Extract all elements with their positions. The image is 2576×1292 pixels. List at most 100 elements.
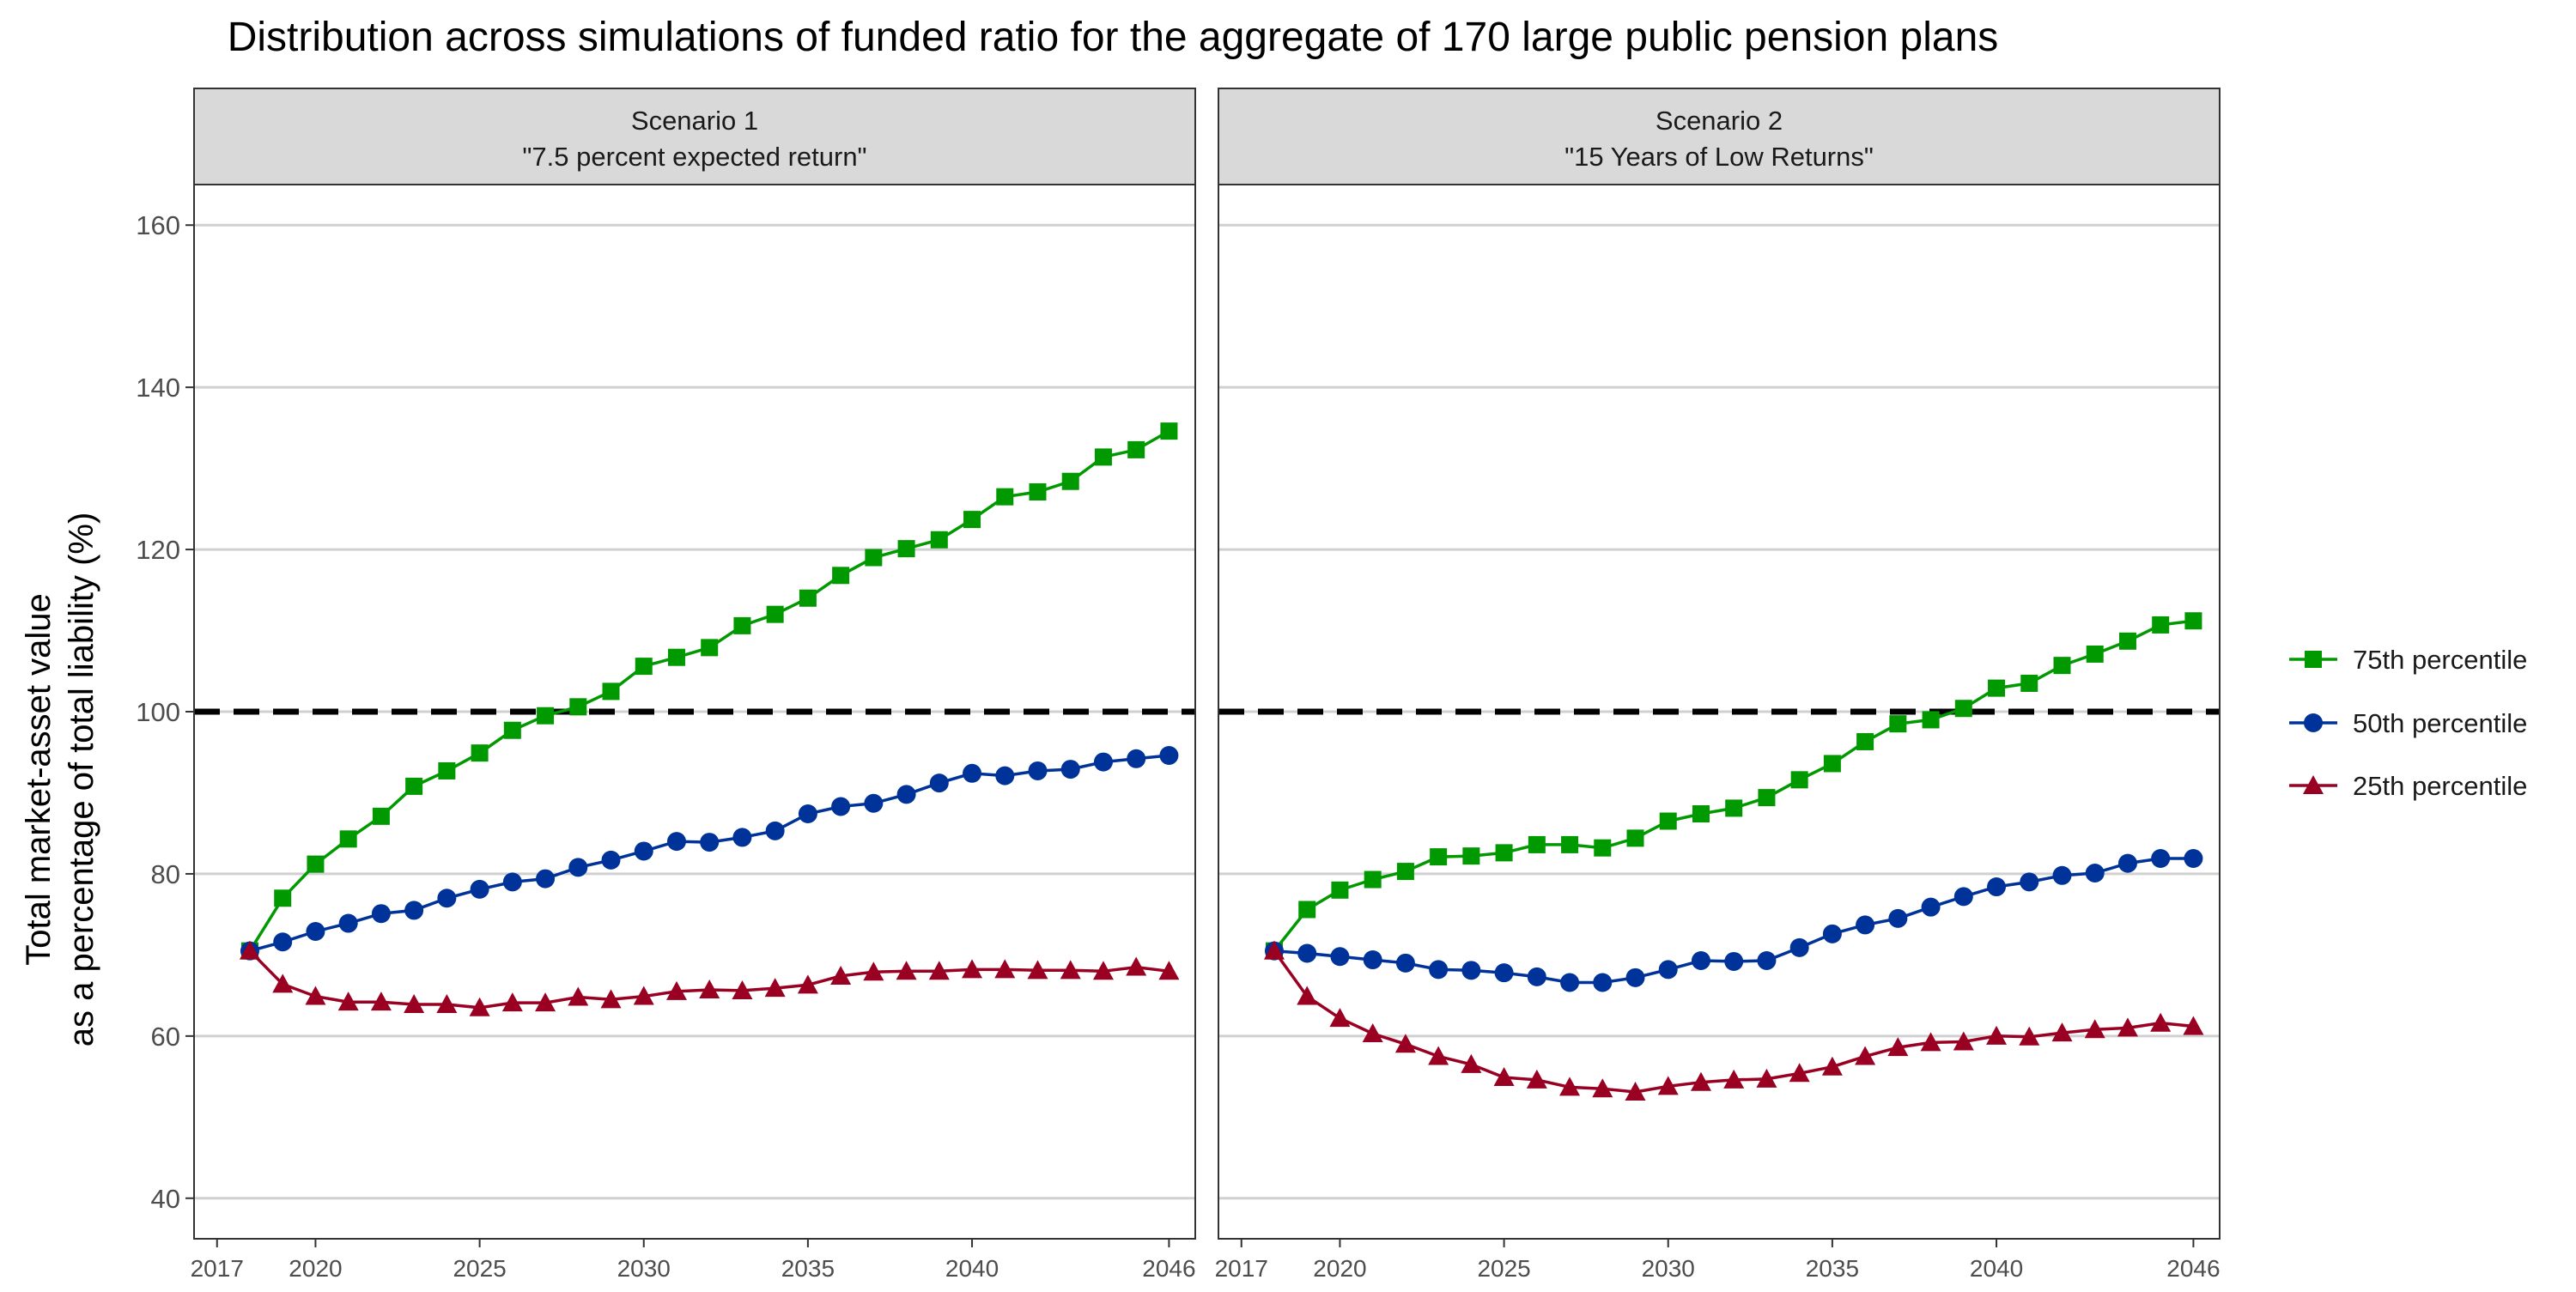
data-point [1593, 973, 1613, 992]
data-point [1028, 761, 1048, 780]
data-point [1092, 961, 1114, 980]
data-point [503, 721, 521, 739]
data-point [370, 992, 392, 1011]
data-point [2117, 1017, 2138, 1037]
data-point [1690, 1071, 1711, 1091]
x-tick-label: 2017 [1215, 1255, 1268, 1282]
data-point [601, 850, 621, 870]
data-point [1922, 711, 1940, 729]
data-point [1430, 848, 1448, 866]
x-tick-label: 2025 [1477, 1255, 1530, 1282]
data-point [930, 531, 948, 549]
data-point [1527, 967, 1546, 986]
data-point [1559, 1077, 1581, 1096]
data-point [1986, 1025, 2008, 1045]
data-point [830, 965, 852, 985]
data-point [1158, 961, 1180, 980]
data-point [2020, 872, 2039, 892]
data-point [1331, 881, 1349, 899]
data-point [1428, 1046, 1449, 1065]
data-point [1494, 963, 1514, 983]
series-50th-percentile [1264, 848, 2203, 992]
legend-item-50th-percentile: 50th percentile [2289, 708, 2527, 738]
data-point [1297, 943, 1317, 963]
data-point [1625, 967, 1645, 987]
data-point [1061, 472, 1079, 490]
data-point [306, 921, 325, 941]
data-point [1395, 953, 1415, 973]
data-point [602, 682, 620, 701]
data-point [272, 974, 294, 993]
x-tick-label: 2040 [945, 1255, 999, 1282]
data-point [568, 986, 589, 1006]
data-point [501, 992, 523, 1012]
data-point [1953, 1031, 1974, 1051]
panel-1: Scenario 1 "7.5 percent expected return" 2… [136, 88, 1196, 1282]
y-tick-label: 120 [136, 535, 180, 565]
data-point [1887, 1037, 1909, 1057]
data-point [798, 804, 817, 824]
data-point [699, 980, 720, 999]
legend-label: 25th percentile [2353, 771, 2527, 801]
data-point [1625, 1082, 1646, 1101]
y-tick-label: 140 [136, 373, 180, 403]
data-point [864, 793, 884, 813]
data-point [1298, 901, 1316, 919]
data-point [1821, 1056, 1843, 1076]
data-point [1888, 908, 1908, 928]
data-point [438, 761, 456, 779]
chart-title: Distribution across simulations of funde… [228, 15, 1999, 60]
data-point [2053, 657, 2071, 675]
data-point [1561, 835, 1579, 853]
data-point [700, 833, 720, 852]
panels-group: Scenario 1 "7.5 percent expected return" 2… [136, 88, 2221, 1282]
x-tick-label: 2046 [2166, 1255, 2220, 1282]
series-25th-percentile [239, 940, 1180, 1016]
panel-title-line-2: "15 Years of Low Returns" [1564, 142, 1874, 172]
data-point [765, 821, 785, 840]
x-tick-label: 2030 [617, 1255, 671, 1282]
data-point [764, 978, 786, 998]
y-tick-label: 160 [136, 210, 180, 240]
data-point [371, 904, 391, 924]
y-tick-label: 40 [151, 1184, 180, 1214]
data-point [1027, 960, 1048, 980]
panel-2: Scenario 2 "15 Years of Low Returns" 2017 2… [1215, 88, 2221, 1282]
data-point [929, 773, 949, 793]
series-50th-percentile [240, 746, 1179, 961]
data-point [1526, 1069, 1547, 1089]
data-point [996, 488, 1014, 506]
data-point [1856, 915, 1875, 935]
data-point [1954, 700, 1972, 718]
data-point [337, 992, 359, 1011]
data-point [1594, 839, 1612, 857]
data-point [1691, 950, 1710, 970]
x-tick-label: 2020 [1313, 1255, 1366, 1282]
x-tick-label: 2030 [1642, 1255, 1695, 1282]
data-point [1363, 950, 1382, 970]
data-point [732, 828, 752, 847]
data-point [732, 980, 753, 999]
series-25th-percentile [1263, 940, 2204, 1101]
x-tick-label: 2035 [1806, 1255, 1859, 1282]
data-point [962, 959, 983, 979]
data-point [2117, 853, 2137, 873]
data-point [1756, 1068, 1777, 1088]
data-point [635, 658, 653, 676]
data-point [634, 841, 653, 861]
data-point [2051, 1022, 2073, 1042]
data-point [372, 807, 390, 825]
data-point [469, 997, 490, 1016]
data-point [1263, 940, 1285, 960]
data-point [437, 889, 457, 908]
data-point [436, 994, 458, 1014]
data-point [1889, 715, 1907, 733]
data-point [667, 648, 685, 666]
data-point [799, 589, 817, 607]
data-point [471, 744, 489, 762]
panel-strip [193, 88, 1196, 185]
data-point [502, 872, 522, 892]
data-point [1060, 960, 1081, 980]
data-point [1060, 760, 1080, 779]
data-point [665, 980, 687, 1000]
